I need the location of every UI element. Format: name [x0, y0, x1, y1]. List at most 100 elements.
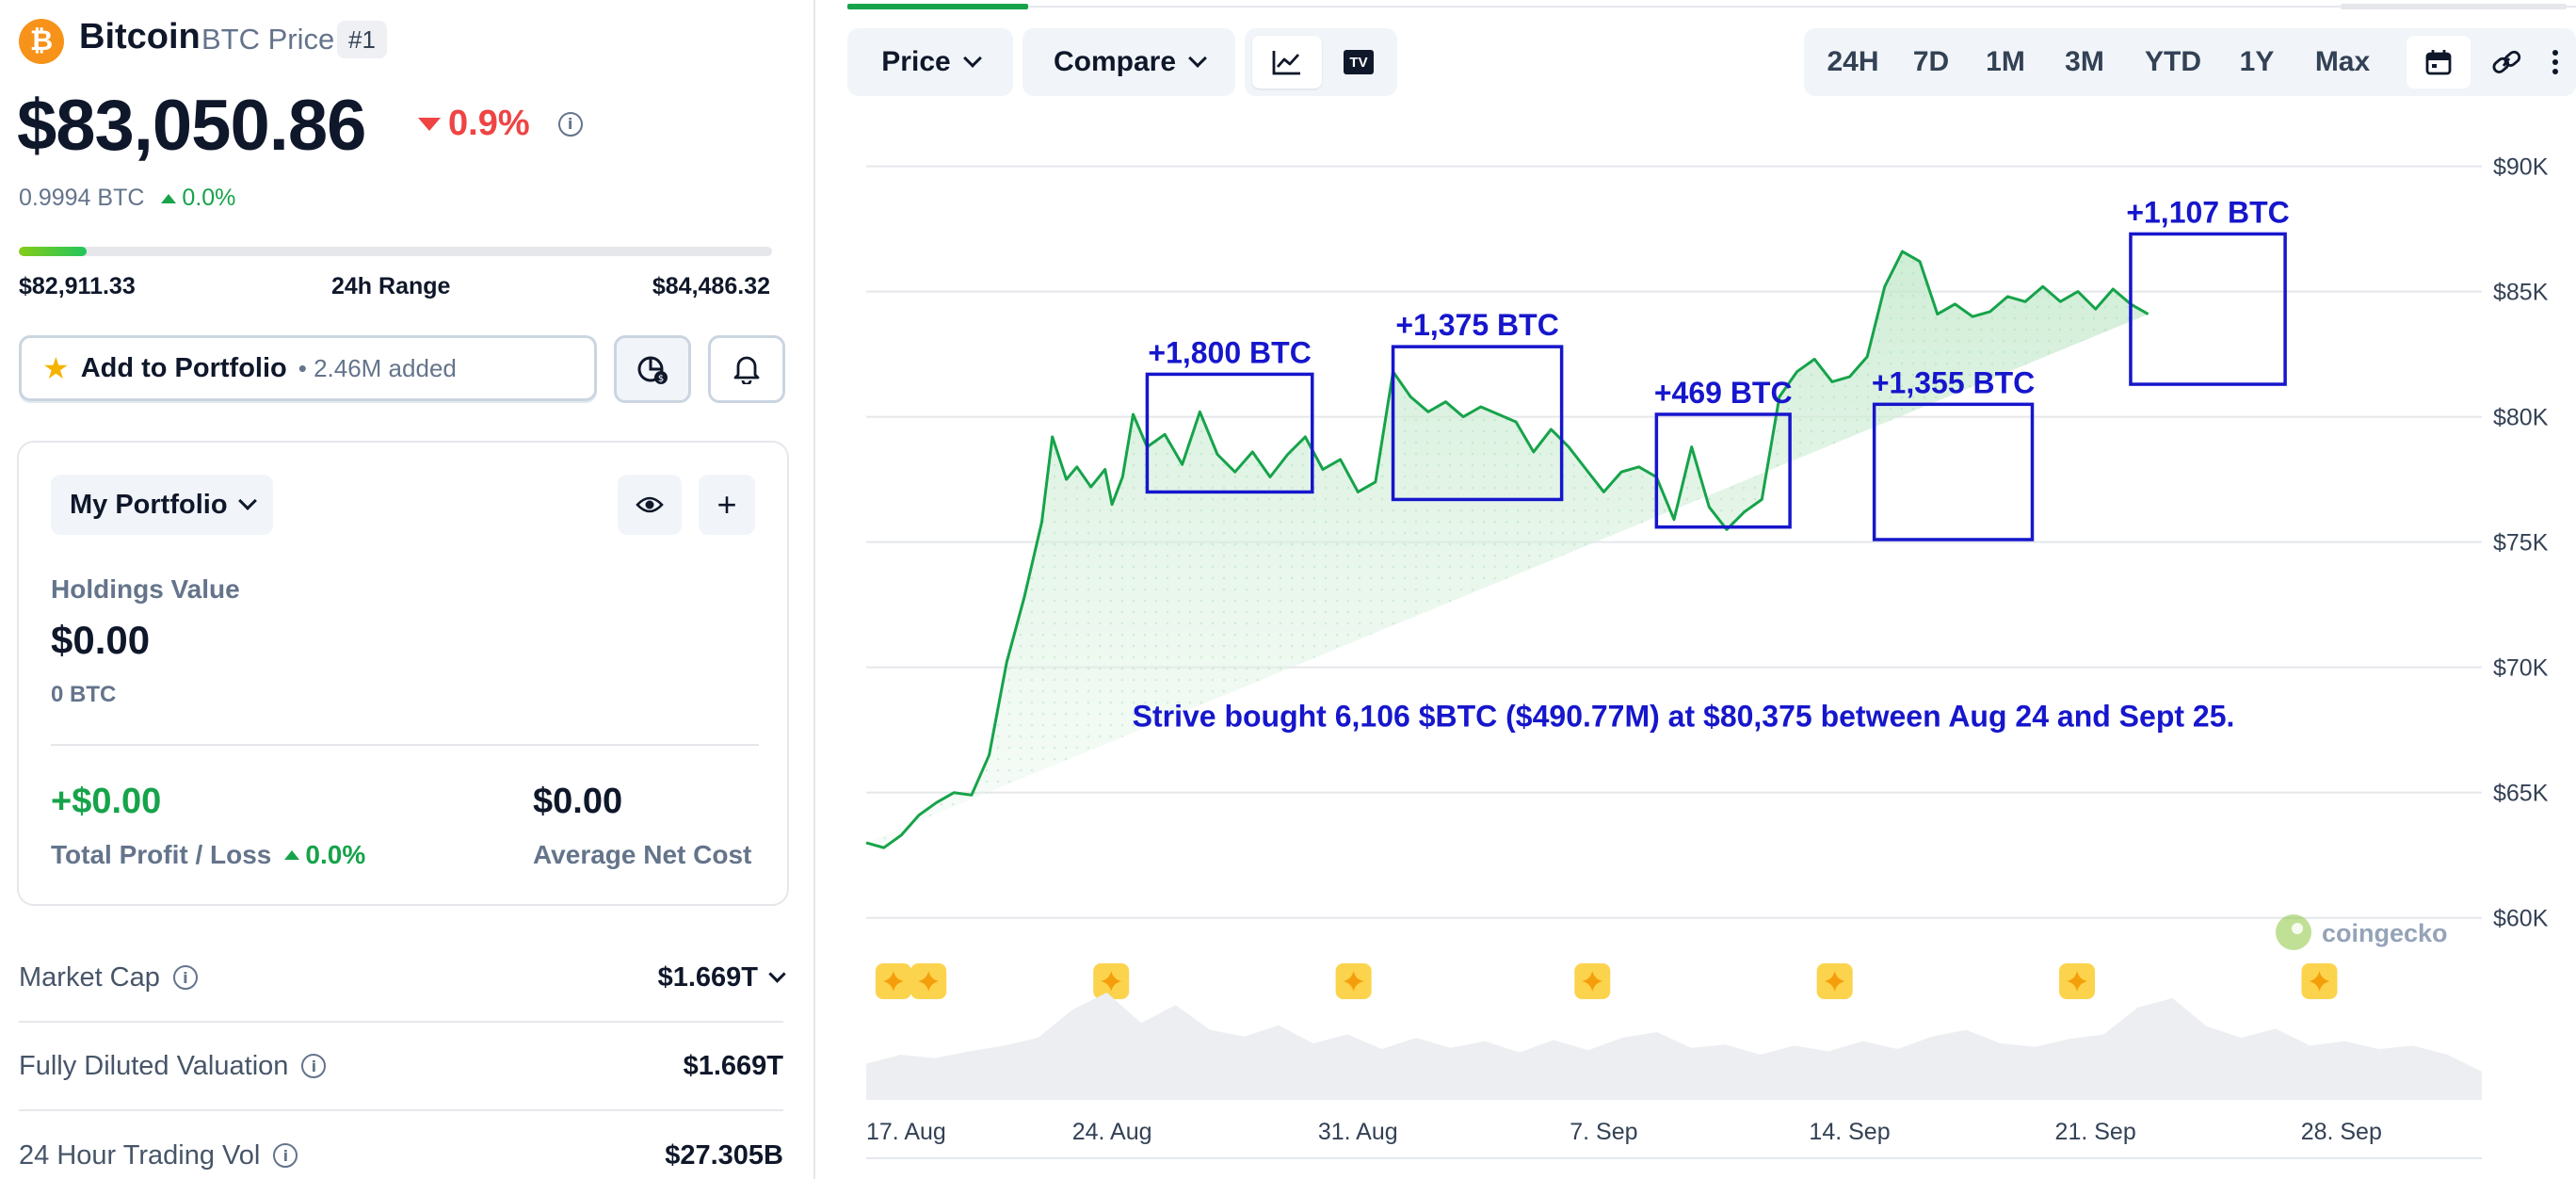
range-button-3m[interactable]: 3M [2065, 46, 2104, 77]
active-tab-indicator [847, 4, 1028, 9]
compare-dropdown[interactable]: Compare [1022, 28, 1235, 96]
annotation-box [1391, 345, 1564, 502]
range-button-max[interactable]: Max [2314, 46, 2371, 77]
date-range-button[interactable] [2407, 36, 2471, 89]
range-button-ytd[interactable]: YTD [2145, 46, 2201, 77]
annotation-box [1654, 412, 1792, 529]
x-axis-ticks: 17. Aug 24. Aug 31. Aug 7. Sep 14. Sep 21. Se… [866, 1119, 2382, 1145]
current-price: $83,050.86 [17, 86, 366, 166]
tabs-divider [847, 6, 2576, 8]
tradingview-icon: TV [1344, 50, 1374, 74]
price-change: 0.9% i [418, 104, 583, 144]
down-arrow-icon [418, 117, 441, 131]
coingecko-watermark: coingecko [2276, 914, 2448, 950]
annotation-label: +1,355 BTC [1872, 365, 2035, 399]
chevron-down-icon[interactable] [768, 964, 786, 983]
stat-row-fdv: Fully Diluted Valuation i $1.669T [19, 1023, 783, 1111]
added-count: • 2.46M added [298, 353, 457, 382]
volume-area [866, 993, 2482, 1100]
line-chart-button[interactable] [1252, 36, 1322, 89]
portfolio-pie-button[interactable]: $ [614, 335, 691, 403]
y-axis-ticks: $60K $65K $70K $75K $80K $85K $90K [2493, 154, 2549, 932]
add-to-portfolio-button[interactable]: ★ Add to Portfolio • 2.46M added [19, 335, 597, 401]
info-icon[interactable]: i [273, 1143, 298, 1168]
y-tick-label: $70K [2493, 655, 2549, 682]
portfolio-divider [51, 744, 759, 746]
stat-value: $27.305B [665, 1139, 783, 1171]
range-button-7d[interactable]: 7D [1912, 46, 1950, 77]
sparkle-icon [882, 971, 904, 992]
price-dropdown[interactable]: Price [847, 28, 1013, 96]
info-icon[interactable]: i [301, 1054, 327, 1078]
more-vertical-icon [2552, 50, 2558, 74]
net-cost-value: $0.00 [533, 782, 623, 821]
btc-change: 0.0% [161, 185, 235, 212]
tab-indicator-grey [2341, 4, 2567, 9]
share-link-button[interactable] [2478, 36, 2535, 89]
holdings-btc: 0 BTC [51, 682, 117, 707]
toggle-visibility-button[interactable] [618, 475, 682, 535]
purchase-summary-caption: Strive bought 6,106 $BTC ($490.77M) at $… [1133, 700, 2235, 734]
rank-badge: #1 [337, 21, 387, 58]
x-tick-label: 24. Aug [1072, 1119, 1152, 1145]
stat-value: $1.669T [657, 961, 758, 993]
range-button-1y[interactable]: 1Y [2239, 46, 2275, 77]
profit-label: Total Profit / Loss [51, 840, 272, 869]
watermark-text: coingecko [2322, 919, 2448, 947]
btc-change-value: 0.0% [182, 185, 236, 211]
stat-label: Fully Diluted Valuation [19, 1050, 289, 1081]
event-markers [875, 963, 2338, 999]
holdings-label: Holdings Value [51, 574, 240, 604]
star-icon: ★ [42, 351, 70, 385]
info-icon[interactable]: i [172, 965, 198, 990]
stat-value: $1.669T [683, 1050, 783, 1081]
more-options-button[interactable] [2538, 36, 2572, 89]
annotation-label: +1,375 BTC [1395, 308, 1558, 342]
chart-type-toggle: TV [1245, 28, 1397, 96]
y-tick-label: $90K [2493, 154, 2549, 181]
calendar-icon [2425, 50, 2452, 75]
annotation-box [2129, 232, 2287, 386]
add-holding-button[interactable]: + [699, 475, 755, 535]
price-line [865, 250, 2149, 849]
coin-sidebar: ₿ Bitcoin BTC Price #1 $83,050.86 0.9% i… [0, 0, 815, 1179]
btc-value: 0.9994 BTC [19, 185, 145, 211]
sparkle-icon [2309, 971, 2330, 992]
sparkle-icon [1824, 971, 1845, 992]
tradingview-button[interactable]: TV [1326, 36, 1392, 89]
range-high: $84,486.32 [652, 273, 770, 299]
sparkle-icon [1582, 971, 1603, 992]
plus-icon: + [716, 485, 737, 524]
sparkle-icon [2067, 971, 2088, 992]
annotation-box [1872, 402, 2035, 541]
add-to-portfolio-label: Add to Portfolio [80, 352, 287, 383]
chart-panel: Price Compare TV 24H 7D 1M 3M YTD 1Y Max [815, 0, 2576, 1179]
stat-row-trading-volume: 24 Hour Trading Vol i $27.305B [19, 1111, 783, 1179]
stat-label: Market Cap [19, 961, 160, 993]
info-icon[interactable]: i [557, 111, 583, 137]
price-chart: $60K$65K$70K$75K$80K$85K$90K +1,800 BTC+… [865, 154, 2549, 1159]
y-tick-label: $85K [2493, 280, 2549, 306]
range-24h-fill [19, 247, 87, 256]
profit-value: +$0.00 [51, 782, 162, 821]
range-button-1m[interactable]: 1M [1986, 46, 2025, 77]
x-tick-label: 28. Sep [2301, 1119, 2382, 1145]
x-tick-label: 7. Sep [1570, 1119, 1637, 1145]
range-label: 24h Range [331, 273, 451, 299]
chevron-down-icon [237, 492, 257, 510]
up-arrow-icon [284, 850, 300, 860]
up-arrow-icon [161, 193, 177, 203]
range-button-24h[interactable]: 24H [1827, 46, 1879, 77]
portfolio-dropdown[interactable]: My Portfolio [51, 475, 273, 535]
price-dropdown-label: Price [881, 46, 951, 77]
annotation-label: +469 BTC [1654, 376, 1793, 410]
stat-label: 24 Hour Trading Vol [19, 1139, 261, 1171]
link-icon [2492, 50, 2521, 73]
price-area-pattern [866, 251, 2149, 848]
chevron-down-icon [1188, 49, 1207, 68]
stat-row-market-cap[interactable]: Market Cap i $1.669T [19, 934, 786, 1023]
purchase-annotations: +1,800 BTC +1,375 BTC +469 BTC +1,355 BTC +1… [1145, 195, 2290, 541]
price-alert-button[interactable] [708, 335, 785, 403]
sparkle-icon [1101, 971, 1122, 992]
profit-row: Total Profit / Loss 0.0% [51, 840, 365, 870]
